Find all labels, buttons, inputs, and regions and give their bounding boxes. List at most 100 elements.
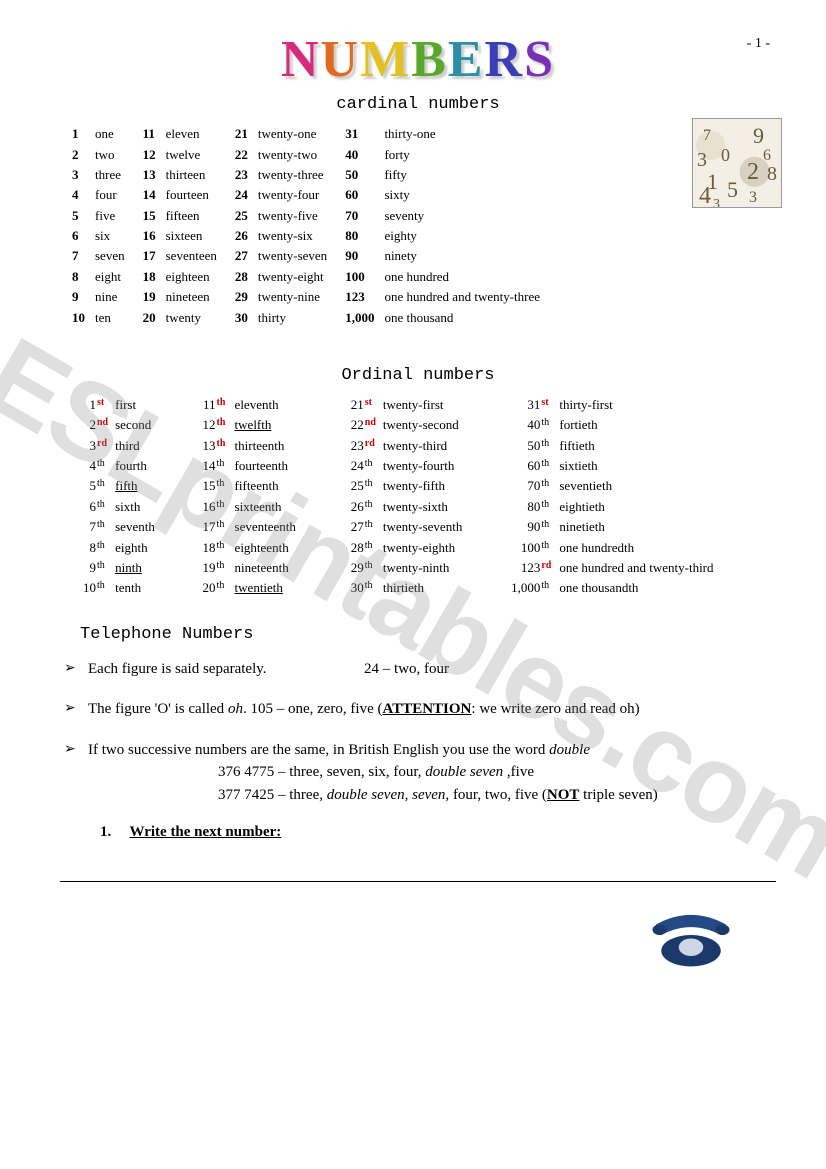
ordinal-suffix: th [540, 456, 556, 476]
ordinal-suffix: th [540, 537, 556, 557]
ordinal-suffix: th [216, 578, 232, 598]
ordinal-suffix: rd [96, 436, 112, 456]
ordinal-suffix: th [216, 395, 232, 415]
tel-2e: : we write zero and read oh) [471, 701, 639, 717]
ordinal-num: 15 [188, 476, 216, 496]
cardinal-word: twenty-one [254, 124, 341, 144]
ordinal-suffix: nd [96, 415, 112, 435]
ordinal-row: 1stfirst11theleventh21sttwenty-first31st… [68, 395, 784, 415]
cardinal-word: eighteen [162, 267, 231, 287]
cardinal-num: 3 [68, 165, 91, 185]
tel-bullet-3: If two successive numbers are the same, … [88, 739, 776, 807]
ordinal-word: fifth [112, 476, 187, 496]
cardinal-num: 24 [231, 185, 254, 205]
ordinal-word: seventh [112, 517, 187, 537]
cardinal-num: 29 [231, 287, 254, 307]
ordinal-num: 123 [508, 558, 540, 578]
cardinal-word: seventy [380, 206, 554, 226]
title-letter: U [321, 30, 361, 89]
ordinal-suffix: st [96, 395, 112, 415]
ordinal-num: 90 [508, 517, 540, 537]
ordinal-num: 5 [68, 476, 96, 496]
title-letter: B [411, 30, 448, 89]
ordinal-word: sixtieth [556, 456, 784, 476]
cardinal-row: 10ten20twenty30thirty1,000one thousand [68, 307, 554, 327]
ordinal-word: thirteenth [232, 436, 336, 456]
ordinal-suffix: th [364, 476, 380, 496]
ordinal-num: 50 [508, 436, 540, 456]
exercise-num: 1. [100, 824, 126, 841]
ordinal-num: 8 [68, 537, 96, 557]
telephone-title: Telephone Numbers [80, 625, 776, 644]
ordinal-num: 7 [68, 517, 96, 537]
cardinal-num: 19 [139, 287, 162, 307]
ordinal-word: one hundred and twenty-third [556, 558, 784, 578]
cardinal-num: 31 [341, 124, 380, 144]
ordinal-num: 1 [68, 395, 96, 415]
ordinal-suffix: st [364, 395, 380, 415]
ordinal-word: twelfth [232, 415, 336, 435]
ordinal-num: 21 [336, 395, 364, 415]
cardinal-num: 70 [341, 206, 380, 226]
ordinal-suffix: th [540, 415, 556, 435]
ordinal-suffix: th [96, 558, 112, 578]
cardinal-word: one [91, 124, 139, 144]
cardinal-word: eighty [380, 226, 554, 246]
ordinal-word: eighth [112, 537, 187, 557]
ordinal-num: 28 [336, 537, 364, 557]
ordinal-num: 31 [508, 395, 540, 415]
ordinal-suffix: th [216, 537, 232, 557]
ordinal-word: tenth [112, 578, 187, 598]
tel-3b: double [549, 742, 590, 758]
ordinal-suffix: th [216, 476, 232, 496]
tel-3d3: four, two, five ( [449, 787, 547, 803]
tel-3d1: 377 7425 – three, [218, 787, 327, 803]
ordinal-word: twenty-seventh [380, 517, 508, 537]
cardinal-num: 5 [68, 206, 91, 226]
ordinal-word: sixteenth [232, 497, 336, 517]
decor-digit: 3 [713, 197, 720, 208]
cardinal-row: 1one11eleven21twenty-one31thirty-one [68, 124, 554, 144]
cardinal-num: 8 [68, 267, 91, 287]
ordinal-num: 40 [508, 415, 540, 435]
cardinal-word: one hundred and twenty-three [380, 287, 554, 307]
ordinal-num: 26 [336, 497, 364, 517]
ordinal-num: 12 [188, 415, 216, 435]
cardinal-num: 15 [139, 206, 162, 226]
ordinal-word: eighteenth [232, 537, 336, 557]
ordinal-row: 6thsixth16thsixteenth26thtwenty-sixth80t… [68, 497, 784, 517]
ordinal-num: 30 [336, 578, 364, 598]
cardinal-word: twenty-six [254, 226, 341, 246]
exercise-1: 1. Write the next number: [100, 824, 776, 841]
cardinal-num: 30 [231, 307, 254, 327]
ordinal-word: seventeenth [232, 517, 336, 537]
cardinal-word: three [91, 165, 139, 185]
bottom-rule [60, 881, 776, 882]
ordinal-word: twenty-second [380, 415, 508, 435]
cardinal-num: 18 [139, 267, 162, 287]
decor-digit: 8 [767, 163, 777, 186]
cardinal-word: eleven [162, 124, 231, 144]
ordinal-num: 23 [336, 436, 364, 456]
cardinal-word: thirty [254, 307, 341, 327]
ordinal-word: fortieth [556, 415, 784, 435]
ordinal-word: seventieth [556, 476, 784, 496]
exercise-text: Write the next number: [129, 824, 281, 840]
ordinal-word: second [112, 415, 187, 435]
cardinal-word: twenty-two [254, 144, 341, 164]
ordinal-word: twenty-third [380, 436, 508, 456]
ordinal-word: twenty-first [380, 395, 508, 415]
ordinal-num: 25 [336, 476, 364, 496]
ordinal-num: 19 [188, 558, 216, 578]
cardinal-word: eight [91, 267, 139, 287]
ordinal-suffix: th [540, 497, 556, 517]
ordinal-num: 60 [508, 456, 540, 476]
cardinal-num: 7 [68, 246, 91, 266]
ordinal-suffix: th [216, 415, 232, 435]
ordinal-word: twentieth [232, 578, 336, 598]
ordinal-suffix: th [364, 537, 380, 557]
ordinal-suffix: th [96, 517, 112, 537]
tel-3c1: 376 4775 – three, seven, six, four, [218, 764, 425, 780]
cardinal-word: twenty-four [254, 185, 341, 205]
decor-digit: 4 [699, 183, 711, 208]
